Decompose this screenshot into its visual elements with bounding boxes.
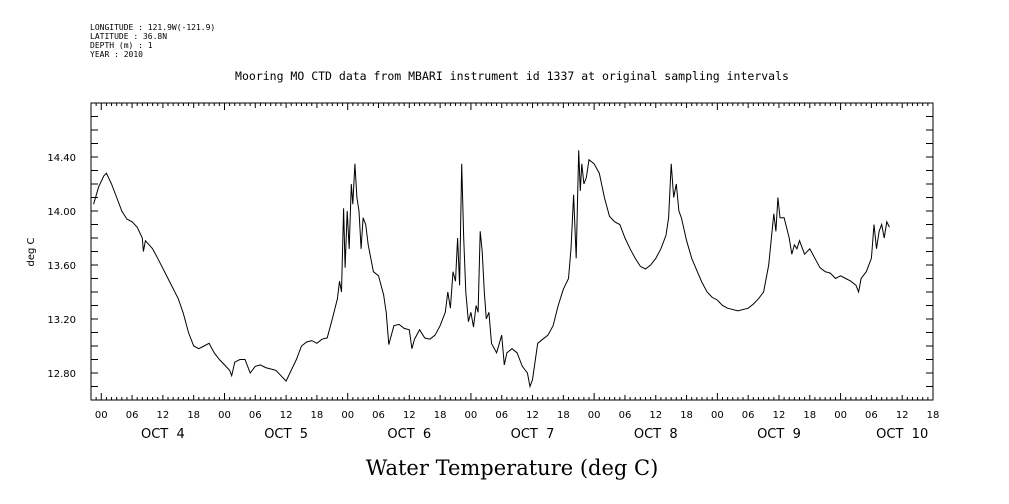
x-tick-label: 18 [557, 410, 570, 421]
x-tick-label: 12 [649, 410, 662, 421]
y-tick-label: 14.40 [47, 153, 76, 164]
y-tick-label: 14.00 [47, 207, 76, 218]
x-tick-label: 18 [311, 410, 324, 421]
chart-title: Mooring MO CTD data from MBARI instrumen… [235, 69, 789, 83]
x-tick-label: 06 [126, 410, 139, 421]
x-tick-label: 12 [773, 410, 786, 421]
x-tick-label: 00 [711, 410, 724, 421]
x-tick-label: 06 [372, 410, 385, 421]
y-tick-label: 12.80 [47, 369, 76, 380]
x-tick-label: 18 [927, 410, 940, 421]
x-tick-label: 18 [187, 410, 200, 421]
x-day-label: OCT 5 [264, 427, 308, 442]
x-axis-day-labels: OCT 4 OCT 5 OCT 6 OCT 7 OCT 8 OCT 9 OCT 10 [141, 427, 928, 442]
x-tick-label: 18 [680, 410, 693, 421]
metadata-block: LONGITUDE : 121.9W(-121.9) LATITUDE : 36… [90, 23, 215, 59]
y-tick-label: 13.60 [47, 261, 76, 272]
x-day-label: OCT 7 [511, 427, 555, 442]
x-tick-label: 00 [834, 410, 847, 421]
x-tick-label: 12 [526, 410, 539, 421]
meta-depth: DEPTH (m) : 1 [90, 41, 153, 50]
x-day-label: OCT 8 [634, 427, 678, 442]
x-day-label: OCT 4 [141, 427, 185, 442]
x-tick-label: 00 [588, 410, 601, 421]
x-tick-label: 00 [341, 410, 354, 421]
meta-longitude: LONGITUDE : 121.9W(-121.9) [90, 23, 215, 32]
y-axis-tick-labels: 12.80 13.20 13.60 14.00 14.40 [47, 153, 76, 380]
x-day-label: OCT 9 [757, 427, 801, 442]
y-axis-label: deg C [26, 237, 37, 266]
x-tick-label: 00 [465, 410, 478, 421]
x-day-label: OCT 10 [876, 427, 928, 442]
x-day-label: OCT 6 [387, 427, 431, 442]
x-axis-ticks [90, 103, 934, 400]
series-line [93, 150, 890, 389]
meta-latitude: LATITUDE : 36.8N [90, 32, 167, 41]
x-tick-label: 12 [403, 410, 416, 421]
x-tick-label: 00 [95, 410, 108, 421]
x-tick-label: 12 [896, 410, 909, 421]
y-tick-label: 13.20 [47, 315, 76, 326]
x-tick-label: 06 [249, 410, 262, 421]
x-tick-label: 12 [157, 410, 170, 421]
meta-year: YEAR : 2010 [90, 50, 143, 59]
x-tick-label: 06 [865, 410, 878, 421]
x-axis-label: Water Temperature (deg C) [366, 456, 659, 480]
y-axis-ticks [91, 116, 933, 387]
x-tick-label: 18 [434, 410, 447, 421]
x-tick-label: 06 [619, 410, 632, 421]
x-tick-label: 18 [803, 410, 816, 421]
x-axis-hour-labels: 00 06 12 18 00 06 12 18 00 06 12 18 00 06 12 18 00 06 12 18… [95, 410, 939, 421]
x-tick-label: 06 [742, 410, 755, 421]
x-tick-label: 12 [280, 410, 293, 421]
x-tick-label: 00 [218, 410, 231, 421]
x-tick-label: 06 [495, 410, 508, 421]
